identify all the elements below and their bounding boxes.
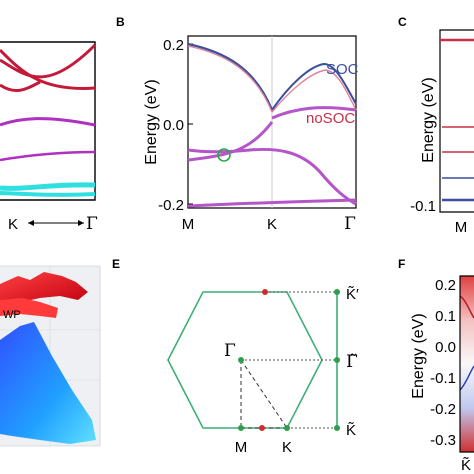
panel-f-ytick: -0.3	[430, 432, 456, 449]
panel-f-heatmap	[460, 276, 474, 452]
panel-e-label-k: K	[282, 439, 292, 456]
panel-b-xtick-m: M	[182, 216, 195, 233]
panel-f-xtick: K̃	[461, 457, 471, 474]
panel-a-tick-gamma: Γ	[86, 214, 98, 234]
panel-b-band-soc	[187, 42, 274, 111]
panel-b-ylabel: Energy (eV)	[143, 79, 160, 164]
panel-f-ytick: 0.1	[435, 308, 456, 325]
panel-d-upper-surface	[0, 272, 88, 305]
panel-a: K Γ	[0, 41, 98, 234]
panel-f-ytick: -0.1	[430, 370, 456, 387]
panel-a-arrowhead-right	[78, 220, 84, 226]
panel-a-band	[0, 117, 96, 127]
panel-e-point-special	[259, 425, 265, 431]
panel-b-xtick-k: K	[267, 216, 277, 233]
panel-f-ytick: -0.2	[430, 401, 456, 418]
panel-f-state	[459, 365, 474, 391]
panel-e-label-m: M	[235, 439, 248, 456]
panel-f-frame	[459, 275, 474, 453]
panel-f-ytick: 0.2	[435, 277, 456, 294]
panel-c-ylabel: Energy (eV)	[420, 77, 437, 162]
panel-a-band	[0, 43, 97, 79]
panel-a-band	[0, 80, 41, 93]
panel-f-ylabel: Energy (eV)	[410, 313, 427, 398]
panel-c-label: C	[398, 15, 407, 29]
panel-a-tick-k: K	[8, 216, 18, 233]
panel-e-point-special	[262, 289, 268, 295]
panel-b-band	[187, 147, 357, 206]
panel-e-path	[240, 359, 288, 429]
panel-b: B Energy (eV) 0.2 0.0 -0.2 M K Γ SOC noS…	[116, 15, 359, 234]
panel-b-band-nosoc	[271, 69, 357, 113]
panel-e-point-k	[284, 425, 290, 431]
panel-a-band	[0, 182, 96, 191]
panel-a-band	[0, 150, 96, 162]
panel-b-legend-soc: SOC	[326, 61, 359, 78]
panel-b-xtick-gamma: Γ	[344, 214, 356, 234]
panel-f-label: F	[398, 257, 405, 271]
panel-e-label-kprime-tilde: K̃′	[346, 286, 359, 303]
panel-e-label-k-tilde: K̃	[346, 422, 356, 439]
panel-a-band	[0, 48, 96, 90]
panel-e-label: E	[112, 257, 120, 271]
panel-b-ytick-0.2: 0.2	[163, 37, 184, 54]
panel-b-crossing-marker	[217, 148, 231, 162]
panel-e-point-gamma	[238, 357, 244, 363]
panel-a-arrowhead-left	[28, 220, 34, 226]
panel-b-band-soc	[271, 62, 357, 111]
panel-d: WP	[0, 265, 101, 447]
panel-e-point-gamma-proj	[334, 357, 340, 363]
panel-e: E Γ M K K̃′ Γ̃ K̃	[112, 257, 359, 456]
panel-e-point-m	[238, 425, 244, 431]
panel-b-legend-nosoc: noSOC	[306, 110, 355, 127]
panel-b-ytick-0.0: 0.0	[163, 117, 184, 134]
panel-d-upper-surface	[0, 298, 58, 318]
panel-c-ytick: -0.1	[410, 198, 436, 215]
panel-c-frame	[439, 29, 474, 213]
panel-c: C Energy (eV) -0.1 M	[398, 15, 474, 236]
panel-f-ytick: 0.0	[435, 339, 456, 356]
panel-f: F Energy (eV) 0.2 0.1 0.0 -0.1 -0.2 -0.3…	[398, 257, 474, 474]
panel-e-label-gamma-tilde: Γ̃	[346, 352, 358, 372]
panel-e-point-kprime-proj	[334, 289, 340, 295]
panel-a-band	[0, 191, 96, 197]
panel-d-wp-label: WP	[3, 309, 21, 321]
panel-b-label: B	[116, 15, 125, 29]
panel-c-xtick-m: M	[455, 219, 468, 236]
panel-a-frame	[0, 41, 96, 201]
panel-b-band	[187, 198, 357, 208]
panel-e-point-k-proj	[334, 425, 340, 431]
panel-b-band	[271, 106, 357, 120]
panel-e-label-gamma: Γ	[224, 341, 236, 361]
panel-d-lower-surface	[0, 322, 96, 444]
panel-b-band-nosoc	[187, 45, 273, 113]
panel-b-ytick-neg0.2: -0.2	[158, 197, 184, 214]
panel-f-state	[459, 295, 474, 319]
